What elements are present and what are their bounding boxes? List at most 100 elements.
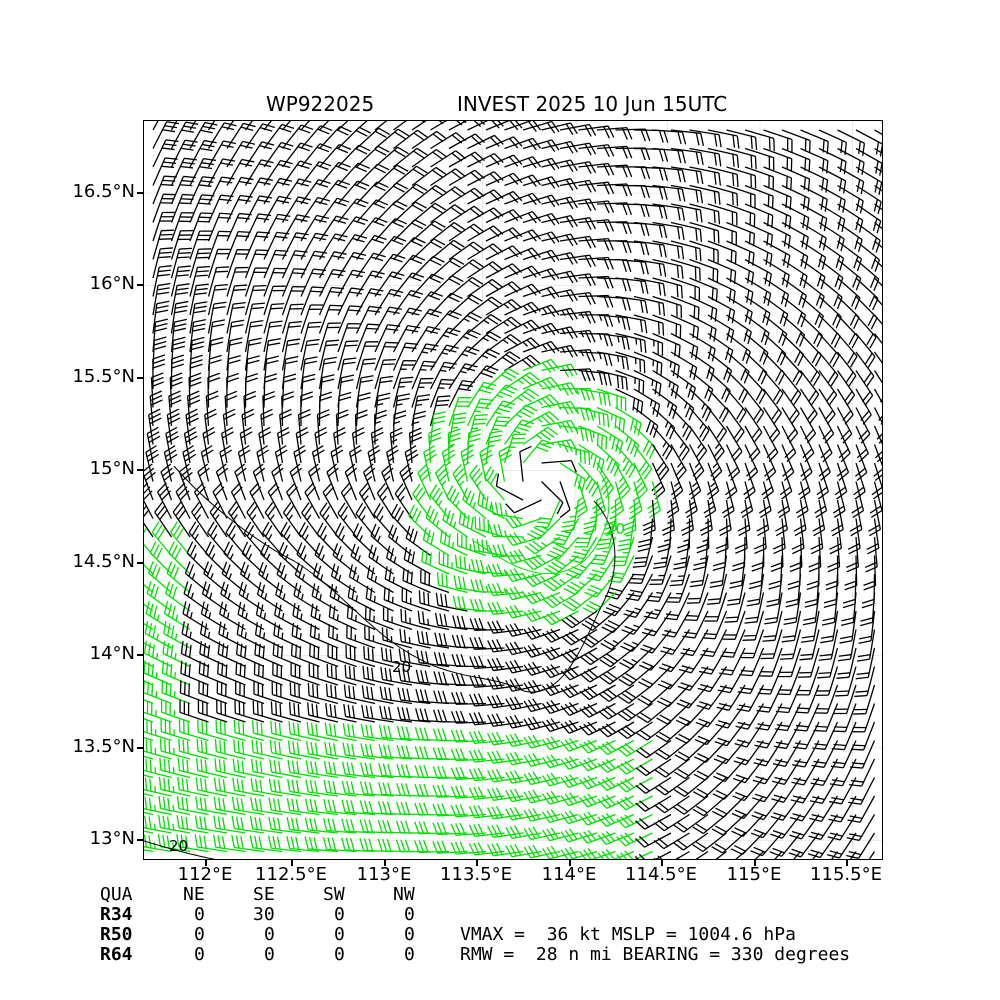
barb-staff	[202, 433, 210, 464]
barb-staff	[744, 221, 773, 236]
barb-staff	[873, 388, 882, 404]
barb-feather	[465, 363, 478, 368]
barb-feather	[820, 471, 831, 482]
barb-staff	[504, 319, 532, 335]
barb-staff	[221, 433, 228, 464]
wind-barb	[281, 320, 303, 353]
wind-barb	[239, 561, 265, 594]
barb-feather	[589, 515, 597, 519]
barb-staff	[152, 175, 165, 205]
barb-feather	[677, 207, 681, 221]
barb-staff	[658, 573, 672, 602]
wind-barb	[522, 358, 560, 373]
barb-staff	[448, 259, 474, 279]
wind-barb	[596, 258, 632, 273]
barb-staff	[421, 560, 450, 575]
barb-feather	[618, 538, 632, 543]
barb-feather	[603, 145, 610, 158]
barb-staff	[541, 439, 572, 446]
barb-staff	[355, 341, 367, 371]
barb-feather	[298, 565, 304, 578]
barb-feather	[442, 334, 450, 338]
barb-feather	[300, 391, 313, 397]
barb-feather	[579, 449, 582, 463]
barb-feather	[662, 323, 665, 336]
barb-staff	[547, 499, 561, 528]
barb-feather	[301, 124, 314, 131]
barb-feather	[332, 606, 336, 619]
wind-barb	[352, 523, 376, 556]
barb-feather	[385, 328, 399, 331]
barb-staff	[855, 555, 858, 586]
barb-feather	[554, 558, 567, 567]
barb-staff	[559, 368, 590, 372]
barb-staff	[151, 532, 172, 556]
barb-feather	[425, 505, 432, 518]
barb-feather	[435, 404, 449, 407]
barb-feather	[596, 457, 601, 471]
barb-feather	[317, 545, 324, 558]
barb-feather	[826, 390, 835, 402]
barb-staff	[670, 277, 700, 289]
wind-barb	[818, 166, 847, 194]
barb-feather	[183, 125, 197, 129]
barb-feather	[298, 522, 306, 534]
wind-barb	[504, 548, 542, 565]
barb-feather	[718, 407, 727, 420]
barb-staff	[762, 444, 777, 473]
barb-feather	[513, 514, 523, 526]
wind-barb	[220, 581, 246, 612]
barb-feather	[565, 346, 574, 358]
barb-feather	[681, 449, 690, 461]
barb-feather	[413, 132, 425, 141]
barb-feather	[640, 129, 646, 142]
wind-barb	[485, 316, 522, 335]
barb-feather	[208, 612, 212, 619]
barb-feather	[386, 445, 398, 453]
barb-feather	[753, 408, 762, 420]
wind-barb	[535, 499, 561, 529]
barb-staff	[393, 165, 417, 186]
barb-staff	[781, 277, 807, 297]
wind-barb	[485, 400, 516, 427]
barb-feather	[580, 408, 586, 421]
barb-feather	[437, 395, 451, 398]
barb-staff	[448, 133, 476, 150]
wind-barb	[207, 266, 230, 297]
wind-barb	[448, 187, 485, 205]
barb-staff	[652, 295, 682, 307]
barb-feather	[429, 259, 442, 266]
wind-barb	[411, 148, 447, 168]
barb-feather	[213, 306, 226, 310]
barb-feather	[727, 598, 741, 602]
barb-feather	[842, 598, 856, 604]
barb-staff	[215, 471, 228, 501]
barb-feather	[509, 587, 518, 599]
barb-staff	[744, 295, 771, 314]
barb-staff	[707, 258, 736, 272]
barb-feather	[468, 437, 481, 443]
wind-barb	[207, 158, 236, 186]
wind-barb	[633, 406, 659, 438]
barb-feather	[194, 482, 204, 493]
barb-staff	[559, 387, 591, 390]
barb-feather	[246, 501, 255, 513]
barb-feather	[699, 524, 712, 532]
wind-barb	[874, 166, 882, 173]
barb-staff	[661, 555, 672, 585]
barb-feather	[352, 566, 357, 580]
barb-feather	[173, 327, 187, 332]
barb-feather	[183, 175, 197, 179]
barb-feather	[229, 341, 243, 346]
barb-feather	[171, 605, 176, 619]
barb-feather	[368, 544, 374, 558]
wind-barb	[543, 573, 579, 592]
barb-feather	[394, 483, 404, 495]
barb-feather	[439, 529, 443, 543]
barb-staff	[175, 491, 191, 519]
barb-feather	[565, 271, 574, 284]
barb-staff	[504, 137, 533, 150]
barb-staff	[263, 160, 282, 186]
barb-feather	[245, 372, 259, 379]
barb-feather	[247, 359, 260, 365]
